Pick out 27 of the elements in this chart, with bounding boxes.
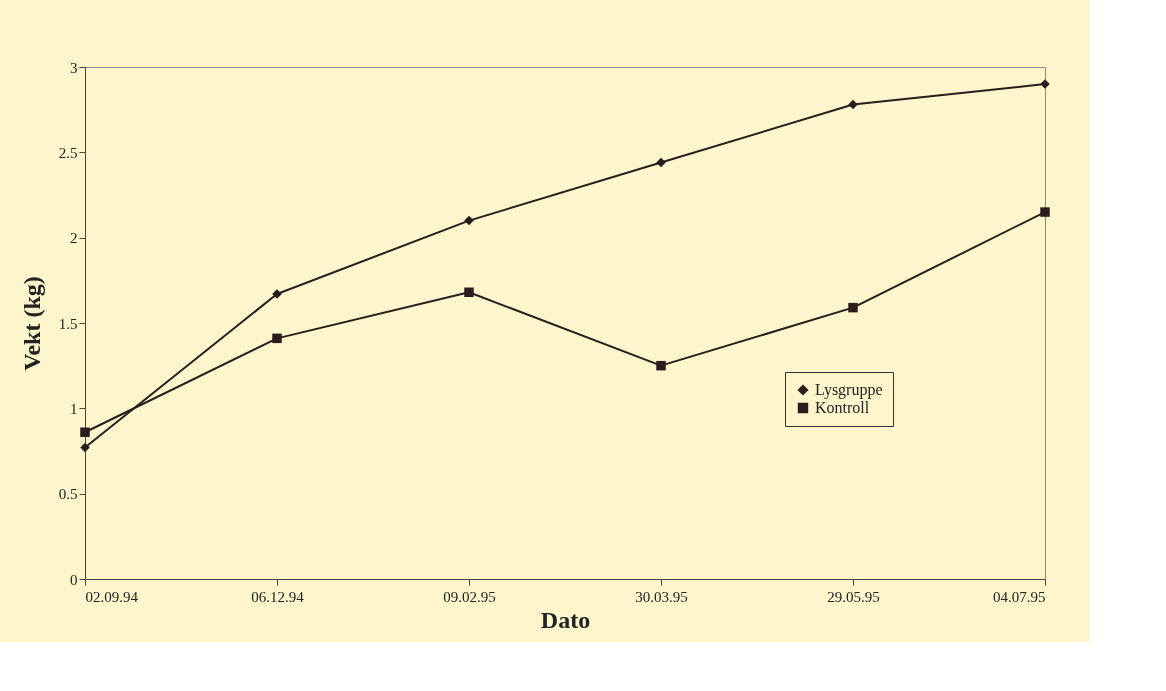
x-tick-label: 04.07.95 [993, 588, 1046, 605]
x-tick-label: 30.03.95 [635, 588, 688, 605]
legend-label: Kontroll [815, 399, 870, 416]
x-tick-label: 29.05.95 [827, 588, 880, 605]
point [656, 360, 666, 371]
point [464, 215, 474, 226]
y-tick-label: 1.5 [58, 315, 78, 332]
y-tick-label: 2.5 [58, 144, 78, 161]
y-tick-label: 0.5 [58, 486, 78, 503]
point [464, 287, 474, 298]
point [80, 442, 90, 453]
point [272, 333, 282, 344]
x-axis-title: Dato [540, 606, 591, 633]
x-tick-label: 02.09.94 [85, 588, 139, 605]
y-tick-label: 3 [70, 59, 78, 76]
point [656, 157, 666, 168]
x-tick-label: 06.12.94 [251, 588, 305, 605]
y-axis-title: Vekt (kg) [18, 276, 45, 371]
x-tick-label: 09.02.95 [443, 588, 496, 605]
point [1040, 207, 1050, 217]
y-tick-label: 1 [70, 400, 78, 417]
point [80, 427, 90, 437]
point [848, 302, 858, 313]
y-tick-label: 2 [70, 230, 78, 247]
legend-label: Lysgruppe [815, 381, 883, 399]
point [848, 99, 858, 110]
y-tick-label: 0 [70, 571, 78, 588]
